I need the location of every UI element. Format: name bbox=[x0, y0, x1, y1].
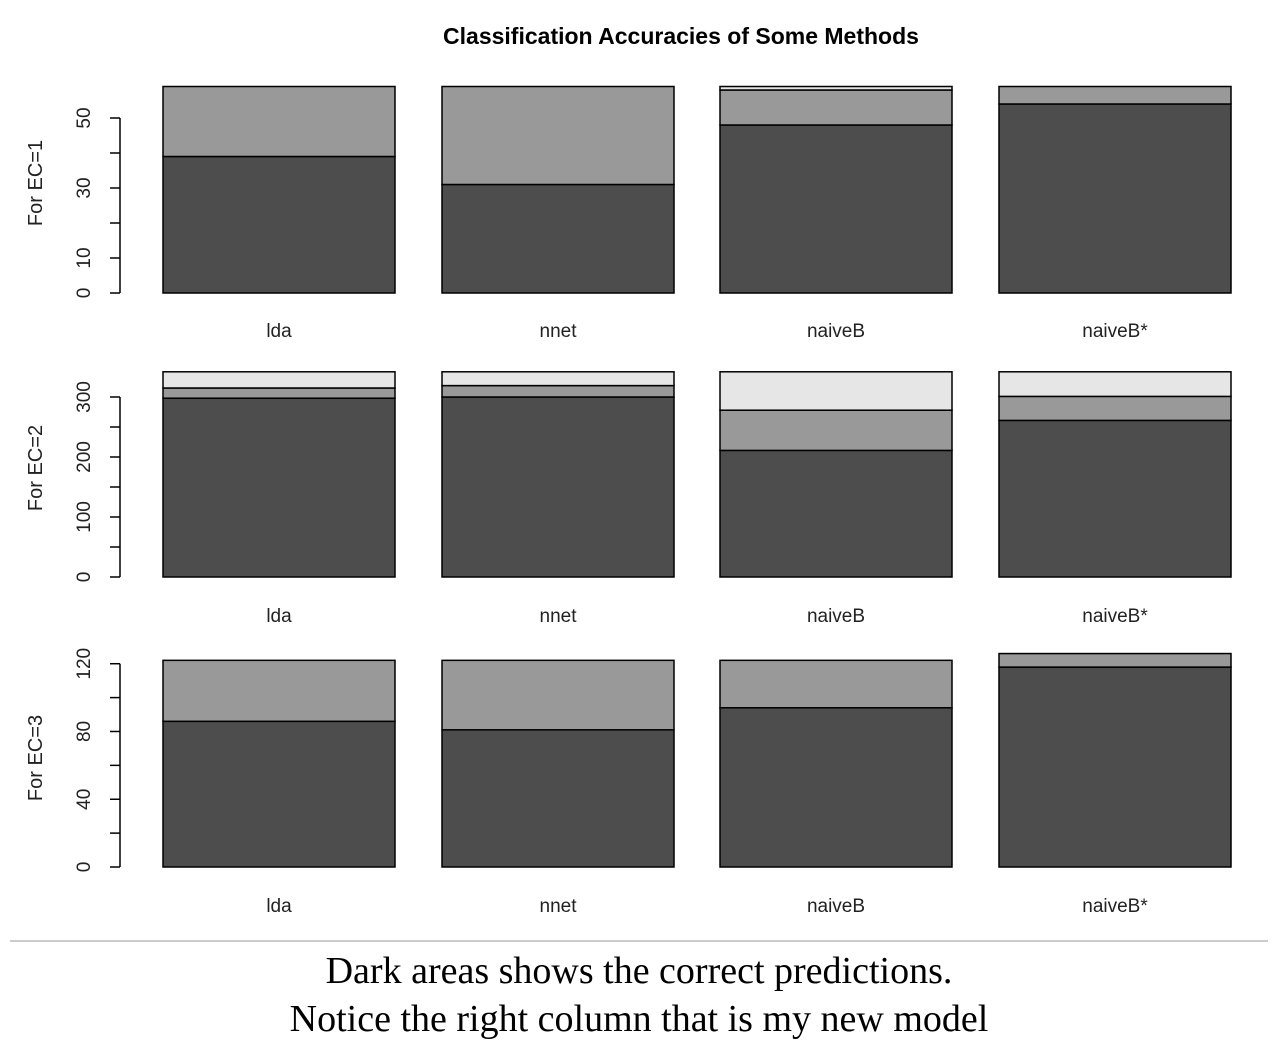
bar-segment-ec1-naiveB-s2 bbox=[719, 89, 953, 126]
y-tick-label: 10 bbox=[74, 247, 95, 268]
bar-segment-ec3-lda-s2 bbox=[162, 659, 396, 723]
caption-line-1: Dark areas shows the correct predictions… bbox=[325, 950, 953, 992]
y-tick-label: 30 bbox=[74, 177, 95, 198]
bar-segment-ec2-nnet-s3 bbox=[441, 371, 675, 387]
bar-segment-ec2-nnet-s2 bbox=[441, 384, 675, 398]
y-tick-label: 50 bbox=[74, 107, 95, 128]
x-tick-label: naiveB bbox=[807, 321, 865, 342]
y-axis-label: For EC=2 bbox=[25, 425, 47, 511]
x-tick-label: lda bbox=[266, 896, 292, 917]
bar-segment-ec3-naiveB-s2 bbox=[719, 659, 953, 709]
x-tick-label: lda bbox=[266, 321, 292, 342]
bar-segment-ec3-naiveBstar-s1 bbox=[998, 666, 1232, 868]
y-tick-label: 40 bbox=[74, 789, 95, 810]
bar-segment-ec1-lda-s2 bbox=[162, 85, 396, 158]
y-tick-label: 120 bbox=[74, 648, 95, 680]
bar-segment-ec2-naiveB-s2 bbox=[719, 409, 953, 452]
bar-segment-ec3-nnet-s2 bbox=[441, 659, 675, 731]
x-tick-label: nnet bbox=[540, 896, 578, 917]
bar-segment-ec1-naiveB-s1 bbox=[719, 124, 953, 294]
bar-segment-ec2-lda-s1 bbox=[162, 397, 396, 578]
bar-segment-ec2-naiveB-s3 bbox=[719, 371, 953, 411]
bar-segment-ec3-naiveBstar-s2 bbox=[998, 652, 1232, 668]
x-tick-label: naiveB bbox=[807, 896, 865, 917]
bar-segment-ec2-nnet-s1 bbox=[441, 396, 675, 578]
bar-segment-ec2-lda-s2 bbox=[162, 387, 396, 399]
x-tick-label: naiveB* bbox=[1082, 896, 1148, 917]
caption-line-2: Notice the right column that is my new m… bbox=[289, 998, 989, 1040]
chart-title: Classification Accuracies of Some Method… bbox=[443, 23, 919, 49]
y-tick-label: 0 bbox=[74, 288, 95, 299]
bar-segment-ec1-nnet-s2 bbox=[441, 85, 675, 186]
bar-segment-ec2-naiveBstar-s2 bbox=[998, 395, 1232, 422]
y-tick-label: 300 bbox=[74, 381, 95, 413]
bar-segment-ec2-naiveBstar-s3 bbox=[998, 371, 1232, 398]
chart-svg: Classification Accuracies of Some Method… bbox=[10, 23, 1268, 942]
bar-segment-ec2-naiveB-s1 bbox=[719, 449, 953, 578]
y-tick-label: 0 bbox=[74, 862, 95, 873]
y-tick-label: 100 bbox=[74, 501, 95, 533]
bar-segment-ec3-nnet-s1 bbox=[441, 729, 675, 868]
x-tick-label: nnet bbox=[540, 321, 578, 342]
x-tick-label: naiveB bbox=[807, 606, 865, 627]
bar-segment-ec1-naiveBstar-s2 bbox=[998, 85, 1232, 105]
bar-segment-ec3-naiveB-s1 bbox=[719, 707, 953, 868]
bar-segment-ec1-lda-s1 bbox=[162, 155, 396, 294]
bar-segment-ec2-lda-s3 bbox=[162, 371, 396, 389]
bar-segment-ec3-lda-s1 bbox=[162, 720, 396, 868]
y-tick-label: 0 bbox=[74, 572, 95, 583]
y-axis-label: For EC=3 bbox=[25, 715, 47, 801]
bar-segment-ec2-naiveBstar-s1 bbox=[998, 419, 1232, 578]
x-tick-label: naiveB* bbox=[1082, 321, 1148, 342]
y-tick-label: 80 bbox=[74, 721, 95, 742]
x-tick-label: nnet bbox=[540, 606, 578, 627]
x-tick-label: naiveB* bbox=[1082, 606, 1148, 627]
bar-segment-ec1-naiveB-s3 bbox=[719, 85, 953, 91]
x-tick-label: lda bbox=[266, 606, 292, 627]
bar-segment-ec1-naiveBstar-s1 bbox=[998, 103, 1232, 294]
bar-segment-ec1-nnet-s1 bbox=[441, 183, 675, 294]
y-axis-label: For EC=1 bbox=[25, 140, 47, 226]
y-tick-label: 200 bbox=[74, 441, 95, 473]
